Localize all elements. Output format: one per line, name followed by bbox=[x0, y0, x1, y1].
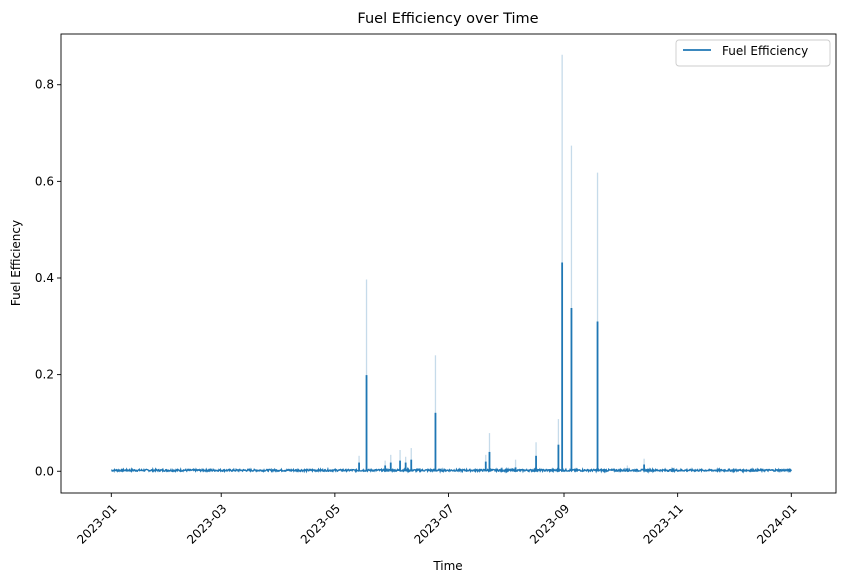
legend-box bbox=[675, 39, 831, 67]
x-tick-label: 2024-01 bbox=[754, 501, 799, 546]
x-tick-label: 2023-09 bbox=[527, 501, 572, 546]
y-tick-label: 0.6 bbox=[35, 174, 54, 188]
y-tick-label: 0.4 bbox=[35, 271, 54, 285]
legend-label: Fuel Efficiency bbox=[722, 44, 808, 58]
x-tick-label: 2023-03 bbox=[184, 501, 229, 546]
y-tick-label: 0.0 bbox=[35, 464, 54, 478]
plot-area bbox=[111, 54, 792, 474]
x-tick-label: 2023-05 bbox=[298, 501, 343, 546]
x-tick-label: 2023-01 bbox=[74, 501, 119, 546]
y-tick-label: 0.8 bbox=[35, 78, 54, 92]
x-axis: 2023-01 2023-03 2023-05 2023-07 2023-09 2023-… bbox=[74, 493, 800, 547]
y-axis: 0.0 0.2 0.4 0.6 0.8 bbox=[35, 78, 61, 478]
series-line bbox=[111, 466, 792, 474]
x-axis-title: Time bbox=[432, 559, 462, 573]
y-tick-label: 0.2 bbox=[35, 368, 54, 382]
legend: Fuel Efficiency bbox=[675, 39, 831, 67]
plot-frame bbox=[60, 33, 837, 494]
x-tick-label: 2023-11 bbox=[641, 501, 686, 546]
x-tick-label: 2023-07 bbox=[411, 501, 456, 546]
chart-title: Fuel Efficiency over Time bbox=[357, 11, 538, 27]
y-axis-title: Fuel Efficiency bbox=[9, 220, 23, 306]
